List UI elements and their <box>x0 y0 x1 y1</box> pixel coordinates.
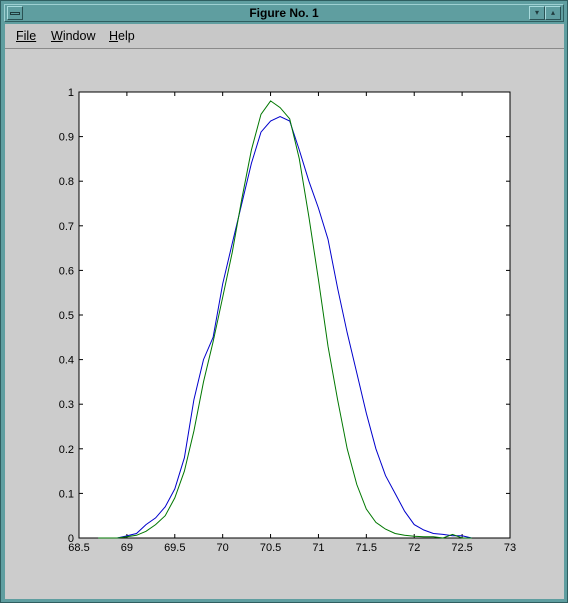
maximize-icon: ▴ <box>550 8 555 17</box>
plot-area <box>78 91 511 539</box>
x-tick-label: 73 <box>504 542 516 554</box>
x-tick-label: 71 <box>312 542 324 554</box>
x-tick-label: 68.5 <box>68 542 89 554</box>
x-tick-label: 70 <box>217 542 229 554</box>
system-menu-button[interactable] <box>7 6 23 20</box>
x-tick-label: 70.5 <box>260 542 281 554</box>
x-tick-label: 69 <box>121 542 133 554</box>
y-tick-label: 0.4 <box>59 355 74 367</box>
minimize-icon: ▾ <box>534 8 539 17</box>
maximize-button[interactable]: ▴ <box>545 6 561 20</box>
y-tick-label: 0.7 <box>59 221 74 233</box>
minimize-button[interactable]: ▾ <box>529 6 545 20</box>
y-tick-label: 0 <box>68 533 74 545</box>
x-tick-label: 72 <box>408 542 420 554</box>
menu-window[interactable]: Window <box>51 29 95 43</box>
y-tick-label: 0.3 <box>59 399 74 411</box>
y-tick-label: 0.5 <box>59 310 74 322</box>
y-tick-label: 0.8 <box>59 176 74 188</box>
x-tick-label: 71.5 <box>356 542 377 554</box>
window-title: Figure No. 1 <box>249 6 319 20</box>
series-line-green <box>98 100 472 539</box>
menu-file-label: File <box>16 29 37 43</box>
menu-help[interactable]: Help <box>109 29 135 43</box>
menu-file[interactable]: File <box>16 29 36 43</box>
y-tick-label: 0.1 <box>59 488 74 500</box>
y-tick-label: 1 <box>68 87 74 99</box>
x-tick-label: 69.5 <box>164 542 185 554</box>
y-tick-label: 0.6 <box>59 265 74 277</box>
menu-bar: File Window Help <box>5 24 564 49</box>
menu-window-label: Window <box>51 29 96 43</box>
x-tick-label: 72.5 <box>451 542 472 554</box>
figure-canvas-area: 68.5 69 69.5 70 70.5 71 71.5 72 72.5 73 0 0.1 0.2 0.3… <box>5 49 564 599</box>
system-menu-icon <box>10 11 20 15</box>
y-tick-label: 0.2 <box>59 444 74 456</box>
menu-help-label: Help <box>109 29 135 43</box>
line-chart: 68.5 69 69.5 70 70.5 71 71.5 72 72.5 73 0 0.1 0.2 0.3… <box>59 87 516 554</box>
title-bar[interactable]: Figure No. 1 ▾ ▴ <box>4 4 564 22</box>
series-line-blue <box>98 115 472 539</box>
y-tick-label: 0.9 <box>59 132 74 144</box>
